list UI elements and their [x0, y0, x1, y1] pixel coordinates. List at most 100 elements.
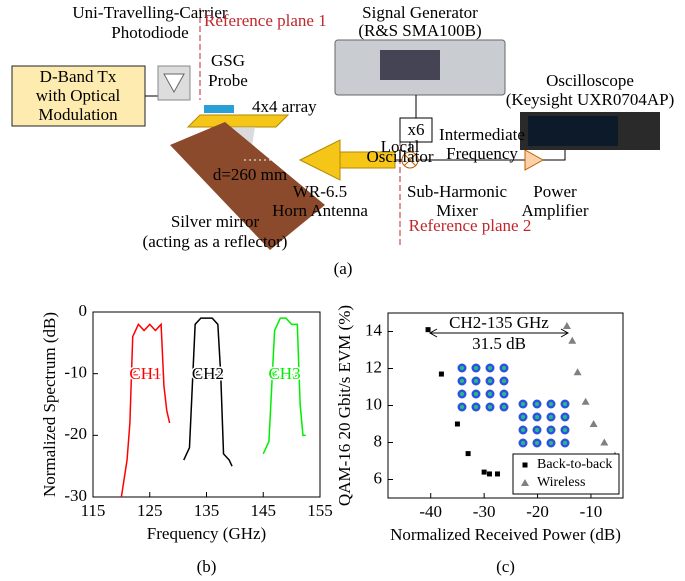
- marker: [487, 471, 492, 476]
- constellation-dot: [563, 402, 567, 406]
- constellation-dot: [460, 366, 464, 370]
- constellation-dot: [535, 402, 539, 406]
- panel-label: (a): [334, 259, 353, 278]
- label: 4x4 array: [252, 97, 317, 116]
- label: Reference plane 2: [409, 216, 532, 235]
- constellation-dot: [563, 415, 567, 419]
- label: d=260 mm: [213, 165, 287, 184]
- label: (Keysight UXR0704AP): [506, 90, 675, 109]
- marker: [426, 327, 431, 332]
- constellation-dot: [474, 379, 478, 383]
- y-axis-title: Normalized Spectrum (dB): [40, 312, 59, 497]
- x-tick-label: -20: [526, 502, 549, 521]
- label: WR-6.5: [293, 182, 347, 201]
- marker: [590, 420, 598, 427]
- x-axis-title: Normalized Received Power (dB): [390, 525, 621, 544]
- constellation-dot: [549, 415, 553, 419]
- horn: [300, 140, 340, 180]
- constellation-dot: [502, 392, 506, 396]
- marker: [466, 451, 471, 456]
- constellation-dot: [474, 392, 478, 396]
- label: (acting as a reflector): [143, 232, 288, 251]
- y-tick-label: -10: [64, 363, 87, 382]
- x-tick-label: 155: [307, 501, 333, 520]
- label: Frequency: [446, 144, 518, 163]
- constellation-dot: [488, 392, 492, 396]
- x-tick-label: 145: [251, 501, 277, 520]
- panel-label: (b): [197, 557, 217, 576]
- constellation-dot: [488, 379, 492, 383]
- annotation: CH2-135 GHz: [449, 313, 549, 332]
- label: Reference plane 1: [204, 11, 327, 30]
- label: Sub-Harmonic: [407, 182, 508, 201]
- marker: [582, 398, 590, 405]
- constellation-dot: [521, 428, 525, 432]
- y-tick-label: -30: [64, 486, 87, 505]
- constellation-dot: [460, 379, 464, 383]
- y-axis-title: QAM-16 20 Gbit/s EVM (%): [335, 305, 354, 506]
- label: Oscilloscope: [546, 71, 634, 90]
- marker: [455, 422, 460, 427]
- constellation-dot: [521, 402, 525, 406]
- constellation-dot: [488, 366, 492, 370]
- constellation-dot: [549, 402, 553, 406]
- channel-label: CH1: [129, 364, 161, 383]
- constellation-dot: [535, 428, 539, 432]
- legend-label: Wireless: [537, 475, 585, 490]
- label: Intermediate: [439, 125, 525, 144]
- constellation-dot: [460, 392, 464, 396]
- label: Silver mirror: [171, 212, 260, 231]
- label: Power: [533, 182, 577, 201]
- figure: Uni-Travelling-Carrier Photodiode Refere…: [0, 0, 685, 581]
- x-tick-label: -30: [473, 502, 496, 521]
- constellation-dot: [502, 366, 506, 370]
- connector: [543, 150, 565, 160]
- marker: [574, 368, 582, 375]
- oscilloscope-screen: [528, 116, 618, 146]
- spectrum-line: [263, 318, 306, 454]
- setup-diagram: Uni-Travelling-Carrier Photodiode Refere…: [12, 3, 674, 278]
- plot-frame: [93, 312, 320, 497]
- constellation-dot: [549, 428, 553, 432]
- label: Horn Antenna: [272, 201, 368, 220]
- marker: [482, 470, 487, 475]
- probe-icon: [204, 105, 234, 113]
- constellation-dot: [549, 441, 553, 445]
- x-tick-label: 135: [194, 501, 220, 520]
- x-axis-title: Frequency (GHz): [147, 524, 266, 543]
- constellation-dot: [474, 366, 478, 370]
- annotation: 31.5 dB: [472, 334, 526, 353]
- label: with Optical: [36, 86, 121, 105]
- label: Modulation: [38, 105, 118, 124]
- marker: [600, 439, 608, 446]
- array-plate: [188, 115, 288, 127]
- constellation-dot: [521, 441, 525, 445]
- y-tick-label: 6: [374, 468, 383, 487]
- constellation-dot: [502, 379, 506, 383]
- legend-marker: [523, 463, 528, 468]
- y-tick-label: 14: [365, 320, 383, 339]
- constellation-dot: [563, 428, 567, 432]
- constellation-dot: [535, 441, 539, 445]
- x-tick-label: 125: [137, 501, 163, 520]
- label: (R&S SMA100B): [358, 21, 481, 40]
- constellation-dot: [488, 405, 492, 409]
- constellation-dot: [563, 441, 567, 445]
- y-tick-label: 0: [79, 301, 88, 320]
- marker: [563, 322, 571, 329]
- marker: [439, 372, 444, 377]
- channel-label: CH2: [192, 364, 224, 383]
- label: Photodiode: [111, 23, 188, 42]
- marker: [495, 471, 500, 476]
- spectrum-line: [121, 324, 169, 497]
- label: GSG: [211, 51, 245, 70]
- x-tick-label: -10: [580, 502, 603, 521]
- label: D-Band Tx: [40, 67, 117, 86]
- y-tick-label: 12: [365, 357, 382, 376]
- panel-label: (c): [496, 557, 515, 576]
- constellation-dot: [502, 405, 506, 409]
- label: Probe: [208, 71, 248, 90]
- y-tick-label: 10: [365, 394, 382, 413]
- channel-label: CH3: [268, 364, 300, 383]
- marker: [568, 337, 576, 344]
